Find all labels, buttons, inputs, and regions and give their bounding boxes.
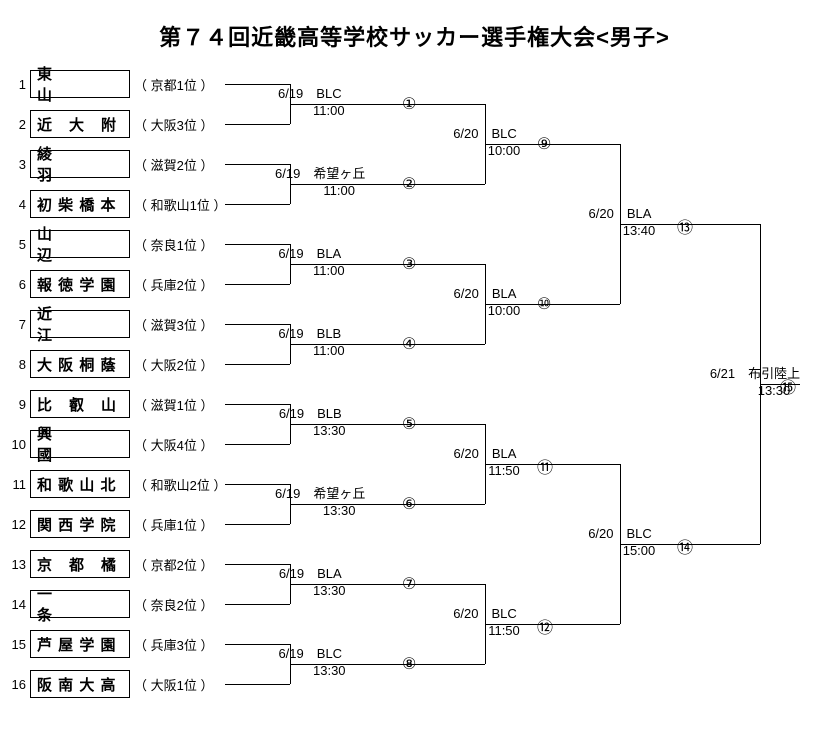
- team-row: 2近 大 附（ 大阪3位 ）: [10, 110, 213, 138]
- team-row: 8大 阪 桐 蔭（ 大阪2位 ）: [10, 350, 213, 378]
- team-row: 16阪 南 大 高（ 大阪1位 ）: [10, 670, 213, 698]
- team-row: 4初 柴 橋 本（ 和歌山1位 ）: [10, 190, 226, 218]
- team-row: 10興 國（ 大阪4位 ）: [10, 430, 213, 458]
- team-row: 5山 辺（ 奈良1位 ）: [10, 230, 213, 258]
- team-row: 9比 叡 山（ 滋賀1位 ）: [10, 390, 213, 418]
- page-title: 第７４回近畿高等学校サッカー選手権大会<男子>: [0, 0, 829, 52]
- team-row: 6報 徳 学 園（ 兵庫2位 ）: [10, 270, 213, 298]
- bracket-diagram: 1東 山（ 京都1位 ） 2近 大 附（ 大阪3位 ） 3綾 羽（ 滋賀2位 ） 4初…: [10, 60, 820, 740]
- team-row: 12関 西 学 院（ 兵庫1位 ）: [10, 510, 213, 538]
- team-row: 13京 都 橘（ 京都2位 ）: [10, 550, 213, 578]
- team-row: 11和 歌 山 北（ 和歌山2位 ）: [10, 470, 226, 498]
- team-row: 3綾 羽（ 滋賀2位 ）: [10, 150, 213, 178]
- team-row: 14一 条（ 奈良2位 ）: [10, 590, 213, 618]
- team-row: 15芦 屋 学 園（ 兵庫3位 ）: [10, 630, 213, 658]
- team-row: 1東 山（ 京都1位 ）: [10, 70, 213, 98]
- team-row: 7近 江（ 滋賀3位 ）: [10, 310, 213, 338]
